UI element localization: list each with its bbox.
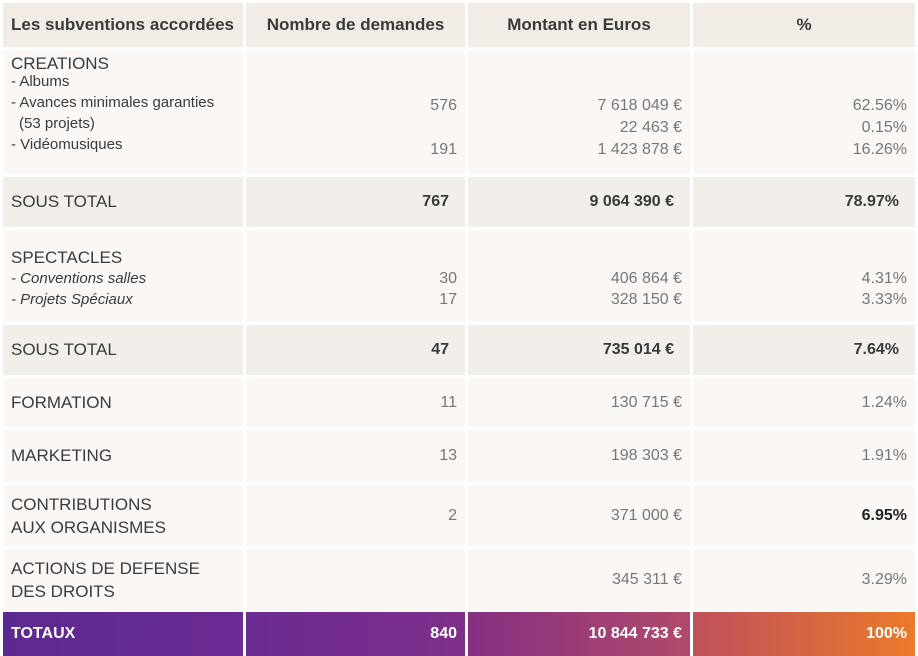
header-percent: % [693,3,915,47]
actions-amount: 345 311 € [612,571,682,588]
subsidies-table: Les subventions accordées Nombre de dema… [3,3,915,656]
formation-amount: 130 715 € [610,393,682,411]
table-row-spectacles: SPECTACLES - Conventions salles - Projet… [3,230,915,322]
spectacles-special-count: 17 [439,291,457,308]
header-requests: Nombre de demandes [246,3,468,47]
creations-advances-percent: 0.15% [861,119,907,136]
actions-percent: 3.29% [861,571,907,588]
creations-albums-amount: 7 618 049 € [597,97,682,114]
table-row-subtotal-spectacles: SOUS TOTAL 47 735 014 € 7.64% [3,325,915,375]
table-row-subtotal-creations: SOUS TOTAL 767 9 064 390 € 78.97% [3,177,915,227]
totals-amount: 10 844 733 € [588,625,682,642]
creations-albums: - Albums [11,73,70,90]
totals-count: 840 [430,625,457,642]
table-row-defense-actions: ACTIONS DE DEFENSE DES DROITS 345 311 € … [3,549,915,611]
formation-percent: 1.24% [861,393,907,411]
table-row-marketing: MARKETING 13 198 303 € 1.91% [3,430,915,482]
contributions-percent: 6.95% [861,506,907,524]
spectacles-special-percent: 3.33% [861,291,907,308]
creations-albums-percent: 62.56% [852,97,907,114]
actions-label-line2: DES DROITS [11,582,115,601]
table-row-formation: FORMATION 11 130 715 € 1.24% [3,378,915,427]
creations-advances-projects: (53 projets) [19,115,95,132]
subtotal2-amount: 735 014 € [602,341,674,358]
actions-label-line1: ACTIONS DE DEFENSE [11,559,200,578]
contributions-label-line1: CONTRIBUTIONS [11,494,152,514]
spectacles-conventions-percent: 4.31% [861,270,907,287]
creations-videos: - Vidéomusiques [11,136,123,153]
table-row-contributions: CONTRIBUTIONS AUX ORGANISMES 2 371 000 €… [3,485,915,546]
table-header: Les subventions accordées Nombre de dema… [3,3,915,47]
subtotal1-label: SOUS TOTAL [11,192,117,211]
creations-advances: - Avances minimales garanties [11,94,215,111]
spectacles-conventions-count: 30 [439,270,457,287]
header-percent-label: % [796,15,812,34]
creations-videos-count: 191 [430,141,457,158]
spectacles-special: - Projets Spéciaux [11,291,133,308]
header-requests-label: Nombre de demandes [266,15,445,34]
header-subsidies-label: Les subventions accordées [11,15,234,34]
totals-percent: 100% [866,625,907,642]
table-row-totals: TOTAUX 840 10 844 733 € 100% [3,612,915,656]
subtotal2-count: 47 [431,341,449,358]
subtotal2-percent: 7.64% [853,341,899,358]
marketing-label: MARKETING [11,446,113,465]
marketing-percent: 1.91% [861,447,907,464]
creations-albums-count: 576 [430,97,457,114]
creations-title: CREATIONS [11,54,109,73]
subtotal1-amount: 9 064 390 € [589,193,674,210]
spectacles-title: SPECTACLES [11,248,123,267]
subtotal1-count: 767 [422,193,449,210]
header-amount-label: Montant en Euros [507,15,651,34]
marketing-count: 13 [439,447,457,464]
table-row-creations: CREATIONS - Albums - Avances minimales g… [3,50,915,174]
creations-videos-percent: 16.26% [852,141,907,158]
marketing-amount: 198 303 € [610,447,682,464]
spectacles-conventions: - Conventions salles [11,270,147,287]
header-subsidies: Les subventions accordées [3,3,246,47]
subtotal2-label: SOUS TOTAL [11,340,117,359]
contributions-count: 2 [448,506,457,524]
formation-label: FORMATION [11,392,112,412]
contributions-amount: 371 000 € [610,506,682,524]
header-amount: Montant en Euros [468,3,693,47]
creations-videos-amount: 1 423 878 € [597,141,682,158]
formation-count: 11 [440,393,457,411]
totals-label: TOTAUX [11,625,76,642]
subtotal1-percent: 78.97% [844,193,899,210]
spectacles-conventions-amount: 406 864 € [610,270,682,287]
contributions-label-line2: AUX ORGANISMES [11,517,166,537]
spectacles-special-amount: 328 150 € [610,291,682,308]
creations-advances-amount: 22 463 € [619,119,682,136]
